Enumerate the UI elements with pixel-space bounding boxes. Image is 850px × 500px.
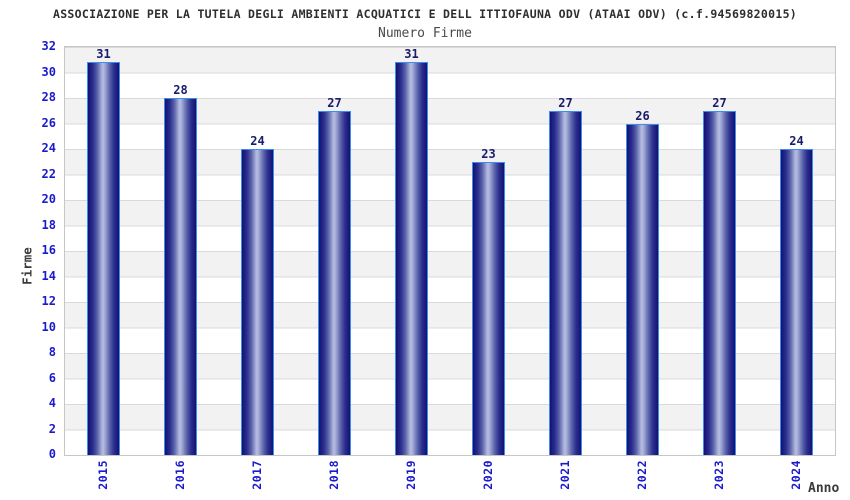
- bar-slot: 24: [219, 47, 296, 455]
- bar-value-label: 31: [404, 47, 419, 61]
- y-tick-label: 24: [41, 141, 56, 155]
- x-tick-cell: 2017: [218, 460, 295, 490]
- bar: [472, 161, 505, 455]
- y-tick-label: 12: [41, 294, 56, 308]
- bar-slot: 28: [142, 47, 219, 455]
- bar-slot: 27: [681, 47, 758, 455]
- y-tick-label: 4: [48, 396, 56, 410]
- y-tick-label: 14: [41, 268, 56, 283]
- bar: [87, 62, 120, 455]
- bar: [703, 110, 736, 455]
- bar-slot: 26: [604, 47, 681, 455]
- bar: [395, 62, 428, 455]
- bar: [626, 123, 659, 455]
- x-tick-label: 2016: [172, 460, 187, 490]
- bar: [318, 110, 351, 455]
- bar-slot: 27: [527, 47, 604, 455]
- bar-value-label: 27: [327, 95, 342, 110]
- bar-slot: 31: [373, 47, 450, 455]
- x-tick-label: 2019: [403, 460, 418, 490]
- bar-value-label: 23: [481, 146, 496, 161]
- x-tick-label: 2022: [634, 460, 649, 490]
- y-tick-label: 18: [41, 217, 56, 232]
- chart-subtitle: Numero Firme: [378, 26, 472, 41]
- x-tick-cell: 2021: [526, 460, 603, 490]
- bar-value-label: 27: [712, 95, 727, 110]
- chart-title: ASSOCIAZIONE PER LA TUTELA DEGLI AMBIENT…: [52, 7, 798, 21]
- x-tick-cell: 2018: [295, 460, 372, 490]
- y-tick-label: 6: [48, 370, 56, 385]
- bar-value-label: 31: [96, 47, 111, 61]
- bar-value-label: 24: [789, 134, 804, 148]
- x-tick-cell: 2016: [141, 460, 218, 490]
- x-tick-cell: 2020: [449, 460, 526, 490]
- x-axis-label: Anno: [808, 481, 840, 496]
- plot-area: 31 28 24 27 31 23 27 26 27 24: [64, 46, 836, 456]
- x-tick-label: 2015: [95, 460, 110, 490]
- bar-slot: 31: [65, 47, 142, 455]
- x-tick-label: 2024: [788, 460, 803, 490]
- x-tick-cell: 2019: [372, 460, 449, 490]
- x-tick-label: 2017: [249, 460, 264, 490]
- x-tick-label: 2021: [557, 460, 572, 490]
- y-tick-label: 16: [41, 243, 56, 257]
- x-tick-cell: 2022: [603, 460, 680, 490]
- bar-value-label: 26: [635, 108, 650, 123]
- x-axis-ticks: 2015 2016 2017 2018 2019 2020 2021 2022 2023 2024: [64, 460, 834, 490]
- y-tick-label: 20: [41, 192, 56, 206]
- bar: [164, 98, 197, 455]
- x-tick-label: 2023: [711, 460, 726, 490]
- y-tick-label: 30: [41, 64, 56, 79]
- y-tick-label: 0: [48, 447, 56, 461]
- y-tick-label: 26: [41, 115, 56, 130]
- bar-value-label: 27: [558, 95, 573, 110]
- bar-value-label: 28: [173, 83, 188, 97]
- bar: [780, 149, 813, 455]
- bar: [241, 149, 274, 455]
- bar-slot: 23: [450, 47, 527, 455]
- y-tick-label: 28: [41, 90, 56, 104]
- y-tick-label: 2: [48, 421, 56, 436]
- x-tick-label: 2020: [480, 460, 495, 490]
- y-tick-label: 32: [41, 39, 56, 53]
- y-tick-label: 22: [41, 166, 56, 181]
- y-tick-label: 8: [48, 345, 56, 359]
- x-tick-cell: 2015: [64, 460, 141, 490]
- bar-slot: 24: [758, 47, 835, 455]
- x-tick-cell: 2023: [680, 460, 757, 490]
- bar-slot: 27: [296, 47, 373, 455]
- y-tick-label: 10: [41, 319, 56, 334]
- x-tick-label: 2018: [326, 460, 341, 490]
- bars-container: 31 28 24 27 31 23 27 26 27 24: [65, 47, 835, 455]
- bar-value-label: 24: [250, 134, 265, 148]
- bar: [549, 110, 582, 455]
